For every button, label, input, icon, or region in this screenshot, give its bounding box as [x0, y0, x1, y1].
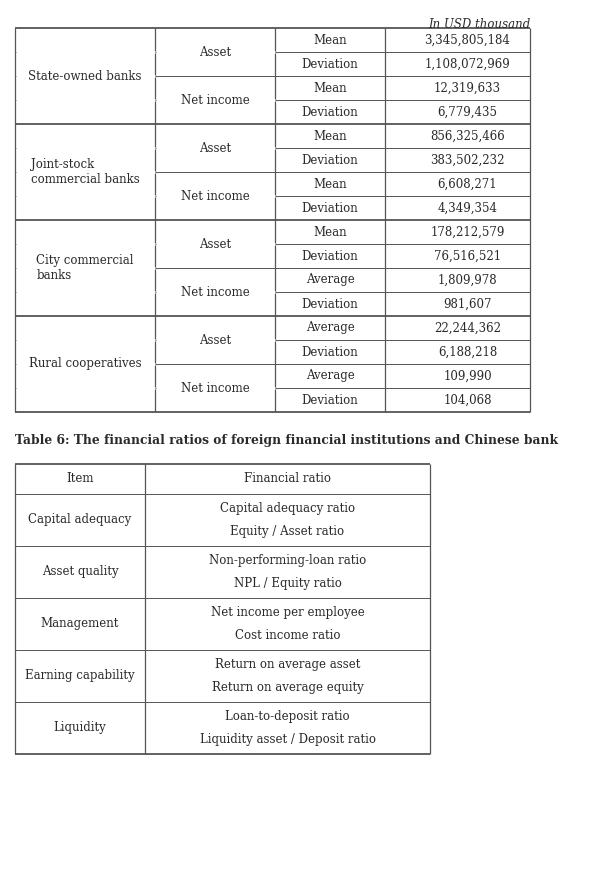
Text: Non-performing-loan ratio
NPL / Equity ratio: Non-performing-loan ratio NPL / Equity r… — [209, 554, 366, 590]
Text: 178,212,579: 178,212,579 — [431, 226, 505, 238]
Text: Net income: Net income — [181, 190, 250, 203]
Text: Earning capability: Earning capability — [25, 669, 135, 683]
Text: 1,809,978: 1,809,978 — [438, 273, 497, 287]
Text: Financial ratio: Financial ratio — [244, 473, 331, 485]
Text: Average: Average — [306, 370, 355, 383]
Text: In USD thousand: In USD thousand — [428, 18, 530, 31]
Text: City commercial
banks: City commercial banks — [36, 254, 134, 282]
Text: Rural cooperatives: Rural cooperatives — [29, 357, 141, 370]
Text: State-owned banks: State-owned banks — [28, 70, 142, 83]
Text: 104,068: 104,068 — [443, 393, 492, 407]
Text: Deviation: Deviation — [302, 393, 358, 407]
Text: Deviation: Deviation — [302, 250, 358, 263]
Text: 6,608,271: 6,608,271 — [438, 177, 497, 191]
Text: Item: Item — [66, 473, 93, 485]
Text: Mean: Mean — [313, 130, 347, 143]
Text: Net income: Net income — [181, 382, 250, 394]
Text: Average: Average — [306, 273, 355, 287]
Text: Asset quality: Asset quality — [42, 565, 118, 579]
Text: Liquidity: Liquidity — [54, 721, 106, 735]
Text: Deviation: Deviation — [302, 106, 358, 118]
Text: Asset: Asset — [199, 141, 231, 154]
Text: Net income: Net income — [181, 93, 250, 107]
Text: Deviation: Deviation — [302, 201, 358, 214]
Text: 6,779,435: 6,779,435 — [438, 106, 497, 118]
Text: Deviation: Deviation — [302, 297, 358, 310]
Text: Deviation: Deviation — [302, 57, 358, 71]
Text: Mean: Mean — [313, 81, 347, 94]
Text: Capital adequacy ratio
Equity / Asset ratio: Capital adequacy ratio Equity / Asset ra… — [220, 502, 355, 538]
Text: 981,607: 981,607 — [443, 297, 492, 310]
Text: Net income per employee
Cost income ratio: Net income per employee Cost income rati… — [210, 606, 364, 642]
Text: Joint-stock
commercial banks: Joint-stock commercial banks — [31, 158, 139, 186]
Text: 12,319,633: 12,319,633 — [434, 81, 501, 94]
Text: Asset: Asset — [199, 237, 231, 250]
Text: Deviation: Deviation — [302, 153, 358, 167]
Text: 1,108,072,969: 1,108,072,969 — [425, 57, 510, 71]
Text: Table 6: The financial ratios of foreign financial institutions and Chinese bank: Table 6: The financial ratios of foreign… — [15, 434, 558, 447]
Text: 3,345,805,184: 3,345,805,184 — [425, 34, 510, 47]
Text: Mean: Mean — [313, 226, 347, 238]
Text: Average: Average — [306, 322, 355, 334]
Text: 856,325,466: 856,325,466 — [430, 130, 505, 143]
Text: Capital adequacy: Capital adequacy — [28, 513, 131, 527]
Text: Net income: Net income — [181, 286, 250, 298]
Text: 22,244,362: 22,244,362 — [434, 322, 501, 334]
Text: 383,502,232: 383,502,232 — [431, 153, 505, 167]
Text: 6,188,218: 6,188,218 — [438, 346, 497, 358]
Text: 109,990: 109,990 — [443, 370, 492, 383]
Text: 4,349,354: 4,349,354 — [438, 201, 497, 214]
Text: Deviation: Deviation — [302, 346, 358, 358]
Text: 76,516,521: 76,516,521 — [434, 250, 501, 263]
Text: Asset: Asset — [199, 46, 231, 58]
Text: Asset: Asset — [199, 333, 231, 347]
Text: Mean: Mean — [313, 34, 347, 47]
Text: Loan-to-deposit ratio
Liquidity asset / Deposit ratio: Loan-to-deposit ratio Liquidity asset / … — [200, 710, 376, 746]
Text: Management: Management — [41, 617, 119, 631]
Text: Mean: Mean — [313, 177, 347, 191]
Text: Return on average asset
Return on average equity: Return on average asset Return on averag… — [212, 658, 364, 694]
